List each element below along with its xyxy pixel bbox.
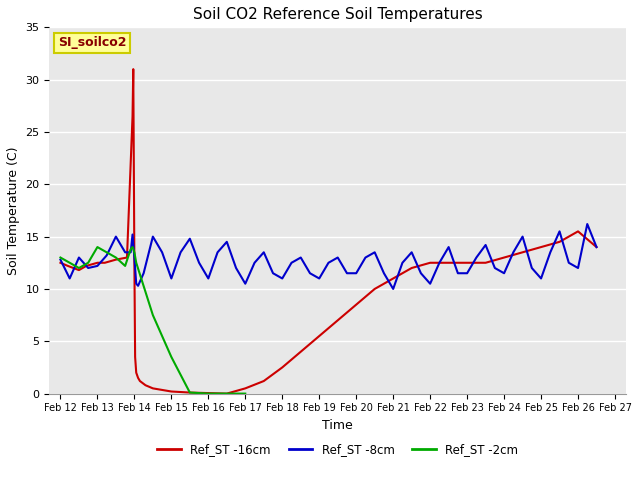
X-axis label: Time: Time	[323, 419, 353, 432]
Text: SI_soilco2: SI_soilco2	[58, 36, 127, 49]
Y-axis label: Soil Temperature (C): Soil Temperature (C)	[7, 146, 20, 275]
Title: Soil CO2 Reference Soil Temperatures: Soil CO2 Reference Soil Temperatures	[193, 7, 483, 22]
Legend: Ref_ST -16cm, Ref_ST -8cm, Ref_ST -2cm: Ref_ST -16cm, Ref_ST -8cm, Ref_ST -2cm	[152, 439, 523, 461]
